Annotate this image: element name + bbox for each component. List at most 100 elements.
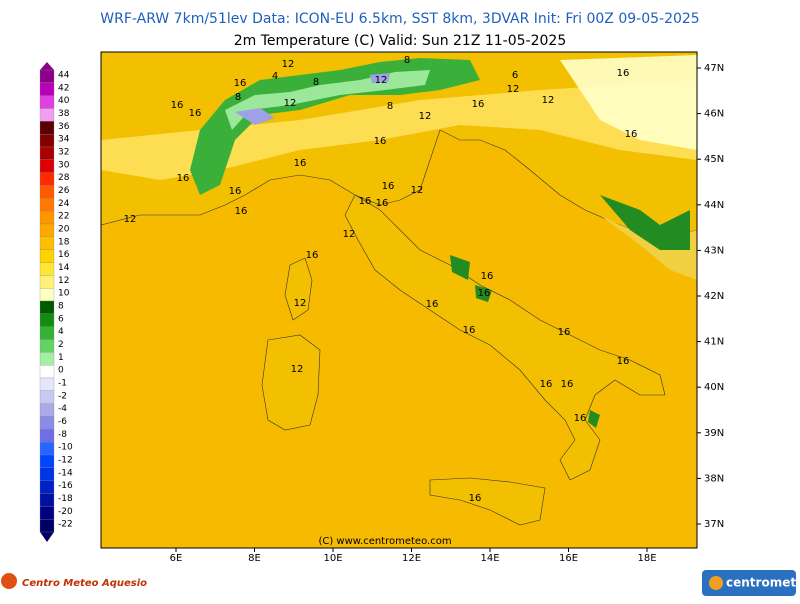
- latitude-labels: 47N 46N 45N 44N 43N 42N 41N 40N 39N 38N 37N: [697, 63, 724, 530]
- colorbar-swatch: [39, 416, 55, 430]
- colorbar-label: -2: [58, 391, 67, 401]
- contour-label: 12: [284, 98, 297, 109]
- lat-label: 47N: [704, 63, 724, 74]
- right-logo-box: [702, 570, 796, 596]
- header-line1: WRF-ARW 7km/51lev Data: ICON-EU 6.5km, S…: [100, 11, 699, 27]
- colorbar-top-arrow: [40, 62, 54, 70]
- colorbar-label: 8: [58, 302, 64, 312]
- alps: [190, 58, 480, 195]
- colorbar-swatch: [39, 352, 55, 366]
- colorbar-label: 44: [58, 71, 70, 81]
- contour-label: 12: [294, 298, 307, 309]
- colorbar-label: -20: [58, 507, 73, 517]
- contour-label: 12: [419, 111, 432, 122]
- colorbar-label: -6: [58, 417, 67, 427]
- colorbar-label: 26: [58, 186, 70, 196]
- lon-label: 14E: [480, 553, 499, 564]
- contour-label: 16: [426, 299, 439, 310]
- contour-label: 16: [294, 158, 307, 169]
- colorbar-swatch: [39, 313, 55, 327]
- lon-label: 12E: [402, 553, 421, 564]
- colorbar-swatch: [39, 82, 55, 96]
- colorbar-swatch: [39, 159, 55, 173]
- colorbar-swatch: [39, 506, 55, 520]
- contour-label: 12: [282, 59, 295, 70]
- contour-label: 16: [235, 206, 248, 217]
- colorbar-label: 0: [58, 366, 64, 376]
- lon-label: 18E: [637, 553, 656, 564]
- contour-label: 16: [463, 325, 476, 336]
- contour-label: 16: [472, 99, 485, 110]
- colorbar-swatch: [39, 365, 55, 379]
- balkan-coast: [560, 195, 697, 280]
- longitude-labels: 6E 8E 10E 12E 14E 16E 18E: [170, 548, 657, 564]
- corsica: [284, 257, 313, 321]
- colorbar-swatch: [39, 429, 55, 443]
- colorbar-label: 14: [58, 263, 70, 273]
- colorbar-label: -8: [58, 430, 67, 440]
- lat-label: 41N: [704, 337, 724, 348]
- contour-labels: 12 16 16 16 4 8 12 8 8 8 12 6 12 12 16 12 16 16 16 16 16 12 16…: [124, 55, 638, 504]
- lat-label: 42N: [704, 291, 724, 302]
- lat-label: 45N: [704, 154, 724, 165]
- alps-high: [225, 70, 430, 130]
- contour-label: 12: [542, 95, 555, 106]
- contour-label: 16: [617, 356, 630, 367]
- contour-label: 16: [469, 493, 482, 504]
- contour-label: 16: [229, 186, 242, 197]
- header-line2: 2m Temperature (C) Valid: Sun 21Z 11-05-…: [234, 33, 566, 49]
- lon-label: 10E: [323, 553, 342, 564]
- colorbar-label: 20: [58, 225, 70, 235]
- colorbar-label: -4: [58, 404, 67, 414]
- colorbar-label: 28: [58, 173, 70, 183]
- colorbar-swatch: [39, 223, 55, 237]
- colorbar-label: 42: [58, 83, 69, 93]
- contour-label: 16: [617, 68, 630, 79]
- colorbar-label: -10: [58, 443, 73, 453]
- colorbar-swatch: [39, 519, 55, 533]
- colorbar-swatch: [39, 146, 55, 160]
- colorbar-label: -18: [58, 494, 73, 504]
- contour-label: 16: [234, 78, 247, 89]
- alps-cold: [235, 73, 390, 125]
- colorbar-swatch: [39, 442, 55, 456]
- colorbar-label: -22: [58, 520, 73, 530]
- sardinia: [261, 334, 321, 431]
- lat-label: 43N: [704, 245, 724, 256]
- lon-label: 16E: [559, 553, 578, 564]
- contour-label: 16: [376, 198, 389, 209]
- colorbar-swatch: [39, 377, 55, 391]
- contour-label: 12: [291, 364, 304, 375]
- colorbar-label: 4: [58, 327, 64, 337]
- contour-label: 16: [382, 181, 395, 192]
- contour-label: 16: [374, 136, 387, 147]
- colorbar-label: 40: [58, 96, 70, 106]
- contour-label: 16: [561, 379, 574, 390]
- lat-label: 39N: [704, 428, 724, 439]
- colorbar-label: 12: [58, 276, 69, 286]
- colorbar-swatch: [39, 211, 55, 225]
- contour-label: 16: [171, 100, 184, 111]
- map: (C) www.centrometeo.com: [100, 51, 698, 549]
- contour-label: 12: [375, 75, 388, 86]
- lat-label: 40N: [704, 382, 724, 393]
- colorbar-label: 18: [58, 237, 70, 247]
- colorbar: 4442403836343230282624222018161412108642…: [39, 62, 73, 542]
- cool-zone-ne: [560, 55, 697, 150]
- contour-label: 12: [343, 229, 356, 240]
- colorbar-label: -12: [58, 456, 73, 466]
- colorbar-swatch: [39, 198, 55, 212]
- contour-label: 16: [189, 108, 202, 119]
- colorbar-label: 2: [58, 340, 64, 350]
- contour-label: 6: [512, 70, 518, 81]
- colorbar-label: 32: [58, 148, 69, 158]
- copyright: (C) www.centrometeo.com: [318, 536, 451, 547]
- left-logo-icon: [1, 573, 17, 589]
- colorbar-swatch: [39, 69, 55, 83]
- colorbar-swatch: [39, 236, 55, 250]
- footer: Centro Meteo Aquesio centrometeo: [1, 570, 800, 596]
- colorbar-label: 30: [58, 160, 70, 170]
- contour-label: 8: [387, 101, 393, 112]
- colorbar-label: 24: [58, 199, 70, 209]
